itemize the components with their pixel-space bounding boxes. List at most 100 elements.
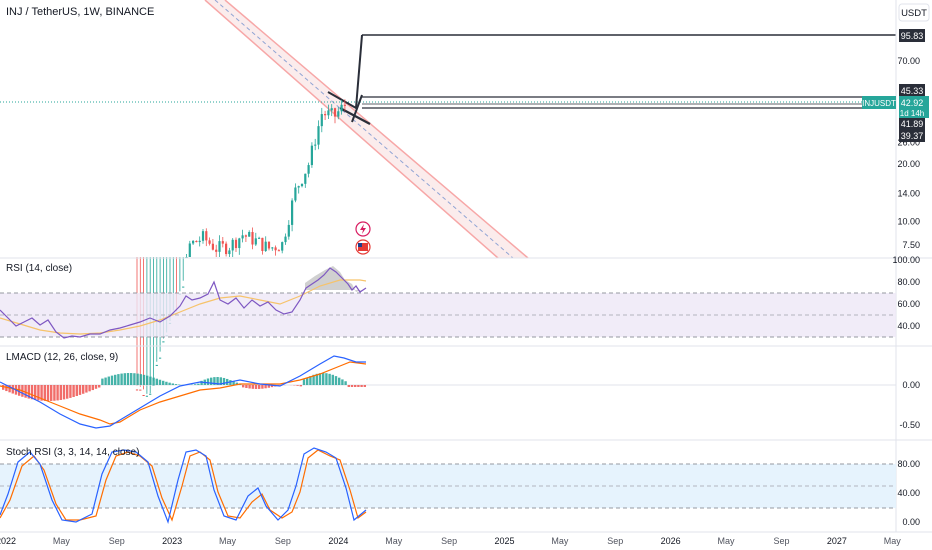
- descending-channel[interactable]: [205, 0, 528, 258]
- candle-body[interactable]: [264, 241, 267, 251]
- candle-body[interactable]: [251, 232, 254, 245]
- candle-body[interactable]: [198, 240, 201, 243]
- candle-body[interactable]: [343, 104, 346, 106]
- tag-45-bg[interactable]: [899, 84, 925, 97]
- candle-body[interactable]: [205, 231, 208, 241]
- price-pane[interactable]: [0, 0, 896, 397]
- rsi-pane[interactable]: [0, 266, 896, 339]
- candle-body[interactable]: [221, 241, 224, 244]
- candle-body[interactable]: [192, 240, 195, 244]
- macd-hist-bar: [197, 383, 200, 385]
- candle-body[interactable]: [142, 394, 145, 396]
- candle-body[interactable]: [274, 247, 277, 251]
- tag-95-bg[interactable]: [899, 29, 925, 42]
- rsi-axis[interactable]: 100.00 80.00 60.00 40.00: [892, 255, 920, 331]
- stoch-k-line[interactable]: [0, 447, 367, 525]
- candle-body[interactable]: [139, 389, 142, 391]
- candle-body[interactable]: [327, 110, 330, 116]
- macd-signal-line[interactable]: [0, 361, 367, 425]
- candle-body[interactable]: [261, 237, 264, 251]
- candle-body[interactable]: [300, 183, 304, 187]
- time-axis[interactable]: 2022 May Sep 2023 May Sep 2024 May Sep 2025 May Sep…: [0, 536, 901, 546]
- candle-body[interactable]: [228, 250, 231, 255]
- macd-hist-bar: [315, 373, 318, 385]
- candle-body[interactable]: [155, 364, 158, 366]
- candle-body[interactable]: [324, 114, 327, 116]
- candle-body[interactable]: [267, 241, 271, 249]
- candle-body[interactable]: [291, 200, 294, 225]
- candle-body[interactable]: [320, 114, 323, 127]
- candle-body[interactable]: [225, 243, 228, 255]
- candle-body[interactable]: [218, 241, 221, 252]
- symbol-tag-bg[interactable]: [862, 96, 896, 109]
- candle-body[interactable]: [287, 224, 290, 237]
- candle-body[interactable]: [195, 240, 198, 243]
- symbol-tag: INJUSDT: [862, 99, 896, 108]
- channel-upper-line[interactable]: [224, 0, 529, 259]
- flag-pole-line[interactable]: [351, 94, 363, 123]
- last-price-tag-bg[interactable]: [899, 96, 929, 118]
- candle-body[interactable]: [330, 108, 333, 111]
- candle-body[interactable]: [310, 145, 313, 166]
- macd-line[interactable]: [0, 355, 366, 429]
- candle-body[interactable]: [208, 240, 211, 244]
- macd-hist-bar: [85, 385, 88, 393]
- candle-body[interactable]: [238, 238, 241, 249]
- candle-body[interactable]: [215, 249, 218, 252]
- macd-hist-bar: [2, 385, 5, 390]
- candle-body[interactable]: [159, 357, 162, 359]
- macd-hist-bar: [78, 385, 82, 395]
- candle-body[interactable]: [149, 393, 152, 395]
- candle-body[interactable]: [211, 243, 214, 250]
- candle-body[interactable]: [314, 144, 317, 146]
- candle-body[interactable]: [248, 232, 251, 237]
- channel-midline[interactable]: [214, 0, 514, 259]
- stoch-d-line[interactable]: [0, 449, 367, 522]
- candle-body[interactable]: [333, 108, 337, 117]
- event-icons[interactable]: [355, 221, 371, 255]
- macd-hist-bar: [200, 380, 203, 385]
- candle-body[interactable]: [188, 243, 191, 257]
- candle-body[interactable]: [162, 341, 165, 343]
- candle-body[interactable]: [294, 187, 297, 201]
- candle-body[interactable]: [145, 395, 148, 397]
- candle-body[interactable]: [258, 237, 261, 239]
- channel-lower-line[interactable]: [204, 0, 499, 259]
- candle-body[interactable]: [340, 104, 343, 112]
- candle-body[interactable]: [284, 236, 287, 243]
- stoch-pane[interactable]: [0, 447, 896, 525]
- bull-flag-drawing[interactable]: [327, 34, 363, 110]
- candle-body[interactable]: [231, 239, 234, 251]
- candle-body[interactable]: [317, 126, 320, 145]
- price-axis[interactable]: 7.50 10.00 14.00 20.00 26.00 70.00: [897, 56, 920, 250]
- macd-hist-bar: [344, 381, 347, 385]
- candle-body[interactable]: [277, 250, 280, 252]
- candle-body[interactable]: [304, 173, 307, 184]
- candle-body[interactable]: [234, 239, 238, 249]
- candle-body[interactable]: [271, 247, 274, 249]
- macd-hist-bar: [299, 385, 302, 387]
- candle-body[interactable]: [297, 186, 300, 188]
- macd-hist-bar: [104, 377, 107, 385]
- rsi-line[interactable]: [0, 267, 367, 339]
- candle-body[interactable]: [337, 111, 340, 117]
- candle-body[interactable]: [244, 235, 247, 237]
- macd-hist-bar: [69, 385, 72, 398]
- tag-39-bg[interactable]: [899, 130, 925, 142]
- currency-button[interactable]: [898, 3, 930, 22]
- macd-axis[interactable]: 0.00 -0.50: [899, 380, 920, 430]
- macd-pane[interactable]: [0, 355, 896, 429]
- candle-body[interactable]: [135, 389, 139, 391]
- macd-hist-bar: [136, 373, 139, 385]
- stoch-axis[interactable]: 80.00 40.00 0.00: [897, 459, 920, 527]
- candle-series[interactable]: [135, 99, 346, 397]
- candle-body[interactable]: [254, 238, 257, 245]
- candle-body[interactable]: [281, 242, 284, 251]
- candle-body[interactable]: [182, 286, 185, 288]
- rsi-ma-line[interactable]: [0, 279, 367, 335]
- candle-body[interactable]: [201, 231, 205, 241]
- candle-body[interactable]: [241, 235, 244, 239]
- tag-41-bg[interactable]: [899, 118, 925, 130]
- candle-body[interactable]: [307, 165, 310, 174]
